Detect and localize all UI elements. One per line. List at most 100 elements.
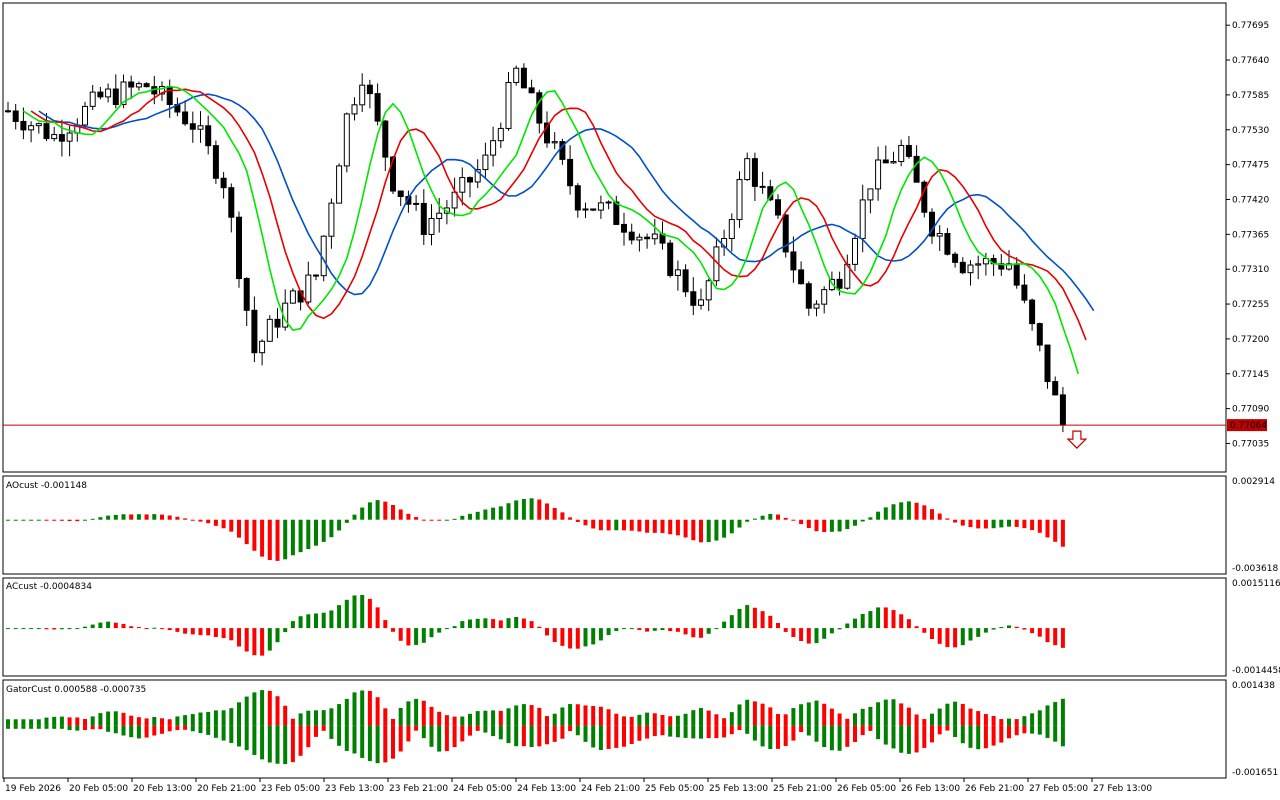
gator-pane-label: GatorCust 0.000588 -0.000735 [6,685,146,695]
ac-bar [891,610,896,629]
gator-upper-bar [575,704,580,726]
ac-pane-label: ACcust -0.0004834 [6,582,92,592]
gator-lower-bar [414,725,419,731]
ao-bar [244,519,249,545]
gator-lower-bar [491,725,496,737]
ac-bar [398,628,403,641]
gator-lower-bar [421,725,426,739]
gator-upper-bar [275,696,280,726]
ao-bar [1022,519,1027,529]
gator-lower-bar [129,725,134,738]
ao-bar [598,519,603,531]
ac-bar [206,628,211,636]
candle-body [128,81,135,88]
gator-upper-bar [991,715,996,726]
gator-lower-bar [113,725,118,734]
ao-bar [614,519,619,531]
time-tick-label: 25 Feb 05:00 [645,784,704,794]
ac-bar [683,628,688,635]
gator-upper-bar [6,719,10,726]
candle-body [775,199,781,216]
gator-upper-bar [121,712,126,726]
gator-upper-bar [391,718,395,726]
ma-fast-line [22,85,1080,375]
candle-body [929,211,935,237]
gator-lower-bar [344,725,349,751]
candle-body [374,93,381,122]
gator-lower-bar [13,725,18,729]
ac-bar [59,628,64,630]
ac-bar [906,619,911,629]
gator-lower-bar [868,725,873,731]
gator-lower-bar [306,725,311,748]
gator-upper-bar [883,699,888,726]
ao-bar [175,516,180,520]
ao-bar [752,518,757,520]
price-tick-label: 0.77365 [1232,230,1269,240]
ao-bar [121,514,126,520]
ac-bar [406,628,411,646]
gator-lower-bar [206,725,211,735]
ao-bar [367,502,372,520]
gator-lower-bar [806,725,811,736]
ao-bar [314,519,318,546]
gator-upper-bar [1060,698,1065,726]
ao-bar [791,519,796,521]
candle-body [936,233,943,237]
ao-bar [706,519,711,543]
candle-body [559,141,566,160]
candle-body [459,177,466,193]
gator-lower-bar [367,725,372,762]
ao-bar [799,519,804,525]
candle-body [1029,299,1036,325]
ao-bar [444,519,449,521]
gator-lower-bar [429,725,434,747]
gator-upper-bar [383,708,388,726]
ao-bar [113,514,118,520]
gator-lower-bar [575,725,580,736]
ao-bar [714,519,719,541]
ao-bar [44,519,49,521]
gator-lower-bar [568,725,573,732]
time-tick-label: 20 Feb 21:00 [197,784,256,794]
candle-body [236,216,242,280]
ao-bar [290,519,295,556]
price-tick-label: 0.77090 [1232,405,1269,415]
gator-indicator-pane [6,690,1065,765]
time-tick-label: 23 Feb 21:00 [389,784,448,794]
gator-lower-bar [190,725,195,732]
ac-bar [514,616,519,629]
ao-bar [675,519,680,536]
ao-bar [167,515,172,520]
ac-bar [768,615,773,629]
ac-bar [121,623,126,629]
gator-upper-bar [283,705,288,726]
gator-upper-bar [452,716,457,726]
ao-bar [237,519,241,538]
gator-upper-bar [514,705,519,726]
candle-body [628,231,635,241]
ao-bar [491,507,496,520]
ac-bar [75,628,80,630]
gator-upper-bar [136,717,141,726]
gator-upper-bar [722,718,727,726]
gator-lower-bar [514,725,519,747]
gator-upper-bar [352,692,357,726]
gator-upper-bar [937,708,942,726]
ac-bar [1037,628,1042,637]
ao-bar [545,503,549,520]
gator-upper-bar [290,718,295,726]
gator-upper-bar [21,719,26,726]
candle-body [1021,284,1028,301]
ao-bar [21,519,26,521]
gator-upper-bar [260,690,265,726]
candle-body [636,236,643,241]
candle-body [89,91,96,107]
gator-upper-bar [483,710,488,726]
ao-min-label: -0.003618 [1232,564,1278,574]
ao-bar [198,519,203,522]
ao-bar [568,517,573,520]
ao-bar [552,507,557,520]
gator-upper-bar [198,712,203,726]
